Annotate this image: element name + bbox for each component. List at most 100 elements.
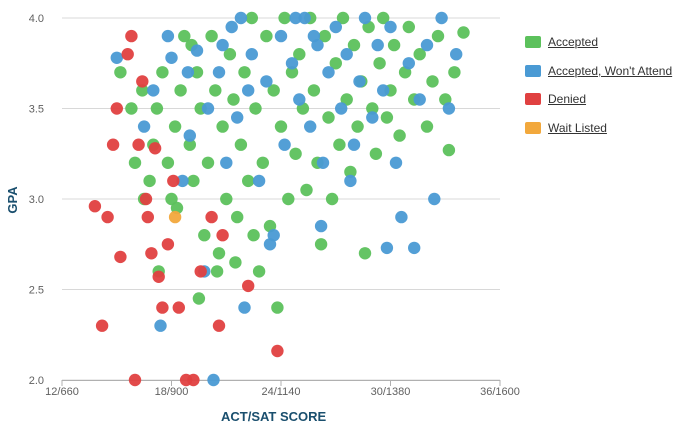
- data-point[interactable]: [150, 102, 164, 115]
- data-point[interactable]: [329, 20, 342, 34]
- data-point[interactable]: [380, 241, 394, 255]
- data-point[interactable]: [347, 38, 361, 52]
- data-point[interactable]: [220, 192, 233, 206]
- data-point[interactable]: [435, 11, 448, 25]
- data-point[interactable]: [229, 256, 242, 269]
- data-point[interactable]: [152, 270, 165, 283]
- data-point[interactable]: [457, 26, 470, 39]
- data-point[interactable]: [212, 247, 226, 260]
- data-point[interactable]: [167, 174, 180, 188]
- data-point[interactable]: [377, 84, 390, 97]
- data-point[interactable]: [298, 11, 311, 25]
- data-point[interactable]: [369, 147, 383, 160]
- data-point[interactable]: [384, 20, 397, 34]
- data-point[interactable]: [245, 11, 258, 25]
- data-point[interactable]: [322, 111, 335, 124]
- data-point[interactable]: [314, 238, 328, 251]
- data-point[interactable]: [335, 102, 348, 115]
- data-point[interactable]: [227, 93, 240, 106]
- data-point[interactable]: [106, 138, 120, 151]
- data-point[interactable]: [110, 51, 124, 64]
- data-point[interactable]: [300, 183, 313, 197]
- data-point[interactable]: [393, 129, 406, 142]
- data-point[interactable]: [234, 11, 248, 25]
- data-point[interactable]: [139, 192, 153, 206]
- data-point[interactable]: [165, 51, 178, 64]
- data-point[interactable]: [205, 29, 218, 43]
- data-point[interactable]: [143, 174, 156, 188]
- data-point[interactable]: [95, 319, 109, 332]
- data-point[interactable]: [408, 241, 421, 255]
- data-point[interactable]: [183, 138, 196, 151]
- data-point[interactable]: [168, 210, 182, 224]
- data-point[interactable]: [325, 192, 339, 206]
- data-point[interactable]: [234, 138, 248, 151]
- data-point[interactable]: [231, 210, 244, 224]
- data-point[interactable]: [231, 111, 244, 124]
- data-point[interactable]: [307, 29, 321, 43]
- data-point[interactable]: [225, 20, 238, 34]
- data-point[interactable]: [442, 102, 456, 115]
- data-point[interactable]: [148, 142, 162, 155]
- data-point[interactable]: [205, 210, 218, 224]
- data-point[interactable]: [176, 174, 189, 188]
- data-point[interactable]: [347, 138, 361, 151]
- data-point[interactable]: [377, 11, 390, 25]
- data-point[interactable]: [260, 29, 273, 43]
- data-point[interactable]: [366, 102, 379, 115]
- data-point[interactable]: [366, 111, 379, 124]
- data-point[interactable]: [216, 120, 229, 133]
- data-point[interactable]: [141, 210, 154, 224]
- data-point[interactable]: [271, 301, 284, 314]
- data-point[interactable]: [128, 156, 142, 169]
- data-point[interactable]: [125, 29, 138, 43]
- data-point[interactable]: [285, 66, 299, 79]
- data-point[interactable]: [136, 75, 149, 88]
- data-point[interactable]: [161, 156, 175, 169]
- data-point[interactable]: [147, 84, 160, 97]
- data-point[interactable]: [145, 247, 158, 260]
- data-point[interactable]: [168, 120, 182, 133]
- data-point[interactable]: [101, 210, 114, 224]
- data-point[interactable]: [413, 93, 426, 106]
- data-point[interactable]: [358, 247, 372, 260]
- data-point[interactable]: [216, 229, 229, 242]
- data-point[interactable]: [136, 84, 149, 97]
- data-point[interactable]: [358, 11, 372, 25]
- data-point[interactable]: [413, 48, 426, 61]
- data-point[interactable]: [256, 156, 269, 169]
- data-point[interactable]: [88, 200, 102, 213]
- data-point[interactable]: [247, 229, 260, 242]
- data-point[interactable]: [274, 120, 288, 133]
- data-point[interactable]: [121, 48, 134, 61]
- data-point[interactable]: [125, 102, 138, 115]
- data-point[interactable]: [183, 129, 196, 142]
- data-point[interactable]: [190, 44, 204, 57]
- data-point[interactable]: [194, 265, 207, 278]
- data-point[interactable]: [220, 156, 233, 169]
- data-point[interactable]: [307, 84, 321, 97]
- data-point[interactable]: [209, 84, 222, 97]
- data-point[interactable]: [448, 66, 461, 79]
- data-point[interactable]: [314, 219, 328, 233]
- data-point[interactable]: [278, 138, 291, 151]
- data-point[interactable]: [128, 373, 142, 387]
- data-point[interactable]: [389, 156, 403, 169]
- data-point[interactable]: [371, 38, 384, 52]
- data-point[interactable]: [395, 210, 408, 224]
- data-point[interactable]: [387, 38, 401, 52]
- data-point[interactable]: [442, 143, 456, 157]
- data-point[interactable]: [165, 192, 178, 206]
- data-point[interactable]: [110, 102, 124, 115]
- data-point[interactable]: [245, 48, 258, 61]
- data-point[interactable]: [249, 102, 262, 115]
- data-point[interactable]: [329, 57, 342, 70]
- data-point[interactable]: [223, 48, 237, 61]
- data-point[interactable]: [293, 48, 306, 61]
- data-point[interactable]: [161, 29, 175, 43]
- legend-item[interactable]: Accepted: [525, 28, 675, 57]
- data-point[interactable]: [216, 38, 229, 52]
- data-point[interactable]: [181, 66, 195, 79]
- data-point[interactable]: [161, 238, 175, 251]
- legend-item[interactable]: Accepted, Won't Attend: [525, 57, 675, 86]
